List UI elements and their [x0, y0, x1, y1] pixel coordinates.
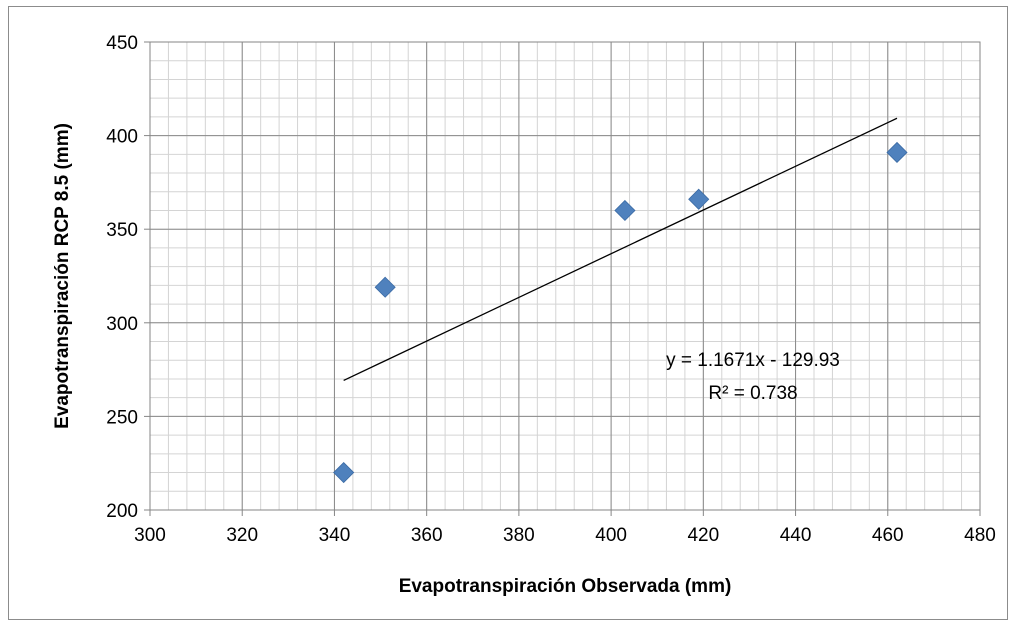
y-tick-label: 400	[106, 127, 138, 148]
data-point	[886, 141, 908, 164]
x-axis-title: Evapotranspiración Observada (mm)	[399, 576, 732, 597]
y-axis-title: Evapotranspiración RCP 8.5 (mm)	[52, 123, 73, 429]
y-tick-label: 250	[106, 407, 138, 428]
data-point	[333, 461, 355, 484]
x-tick-label: 400	[595, 525, 627, 546]
x-tick-label: 380	[503, 525, 535, 546]
plot-area-border	[149, 41, 981, 511]
x-tick-label: 420	[687, 525, 719, 546]
x-axis-ticks: 300 320 340 360 380 400 420 440 460 480	[134, 510, 996, 546]
y-tick-label: 200	[106, 501, 138, 522]
data-point	[688, 188, 710, 210]
data-point	[614, 199, 636, 222]
x-tick-label: 360	[411, 525, 443, 546]
x-tick-label: 340	[319, 525, 351, 546]
x-tick-label: 440	[780, 525, 812, 546]
x-tick-label: 480	[964, 525, 996, 546]
y-tick-label: 350	[106, 220, 138, 241]
trendline	[343, 117, 898, 382]
y-axis-ticks: 200 250 300 350 400 450	[106, 33, 150, 522]
x-tick-label: 460	[872, 525, 904, 546]
chart-frame	[8, 6, 1008, 620]
y-tick-label: 300	[106, 314, 138, 335]
x-tick-label: 300	[134, 525, 166, 546]
x-tick-label: 320	[226, 525, 258, 546]
y-tick-label: 450	[106, 33, 138, 54]
data-point	[374, 276, 396, 298]
trendline-equation: y = 1.1671x - 129.93	[666, 350, 840, 371]
r-squared-label: R² = 0.738	[708, 383, 797, 404]
data-points	[333, 141, 908, 484]
